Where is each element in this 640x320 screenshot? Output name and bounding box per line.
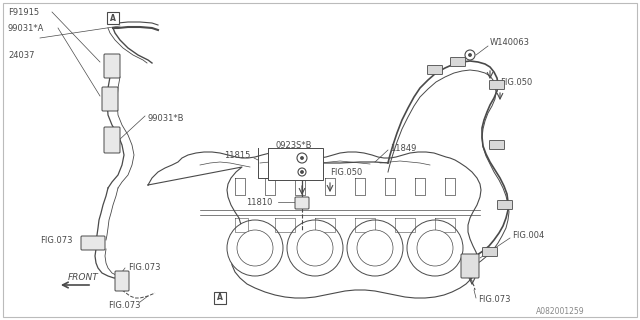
Circle shape (298, 168, 306, 176)
Text: 11815: 11815 (224, 150, 250, 159)
Text: FIG.073: FIG.073 (108, 300, 141, 309)
FancyBboxPatch shape (490, 140, 504, 149)
Circle shape (227, 220, 283, 276)
FancyBboxPatch shape (295, 197, 309, 209)
Text: A: A (217, 293, 223, 302)
Text: A: A (110, 13, 116, 22)
Text: F91418: F91418 (276, 154, 307, 163)
Text: W140063: W140063 (490, 37, 530, 46)
Text: 11849: 11849 (390, 143, 417, 153)
Circle shape (301, 171, 303, 173)
Text: FIG.004: FIG.004 (512, 230, 544, 239)
Text: FIG.050: FIG.050 (330, 167, 362, 177)
FancyBboxPatch shape (497, 201, 513, 210)
Text: FRONT: FRONT (68, 274, 99, 283)
FancyBboxPatch shape (115, 271, 129, 291)
Text: FIG.073: FIG.073 (128, 263, 161, 273)
FancyBboxPatch shape (451, 58, 465, 67)
Circle shape (407, 220, 463, 276)
Circle shape (468, 54, 471, 56)
Text: FIG.050: FIG.050 (500, 77, 532, 86)
Circle shape (347, 220, 403, 276)
FancyBboxPatch shape (102, 87, 118, 111)
Circle shape (417, 230, 453, 266)
Text: 24037: 24037 (8, 51, 35, 60)
Bar (214, 292, 226, 304)
Circle shape (237, 230, 273, 266)
Bar (107, 12, 119, 24)
Bar (268, 148, 323, 180)
FancyBboxPatch shape (428, 66, 442, 75)
Text: 0923S*B: 0923S*B (276, 140, 312, 149)
Text: F91915: F91915 (8, 7, 39, 17)
Circle shape (287, 220, 343, 276)
Circle shape (465, 50, 475, 60)
Circle shape (301, 157, 303, 159)
Circle shape (297, 230, 333, 266)
Circle shape (297, 153, 307, 163)
Text: 99031*A: 99031*A (8, 23, 44, 33)
Circle shape (357, 230, 393, 266)
FancyBboxPatch shape (461, 254, 479, 278)
Text: 11810: 11810 (246, 197, 273, 206)
FancyBboxPatch shape (81, 236, 105, 250)
Text: 99031*B: 99031*B (148, 114, 184, 123)
Text: FIG.073: FIG.073 (478, 295, 511, 305)
Text: A082001259: A082001259 (536, 308, 584, 316)
FancyBboxPatch shape (483, 247, 497, 257)
Text: FIG.073: FIG.073 (40, 236, 72, 244)
FancyBboxPatch shape (104, 127, 120, 153)
FancyBboxPatch shape (104, 54, 120, 78)
FancyBboxPatch shape (490, 81, 504, 90)
